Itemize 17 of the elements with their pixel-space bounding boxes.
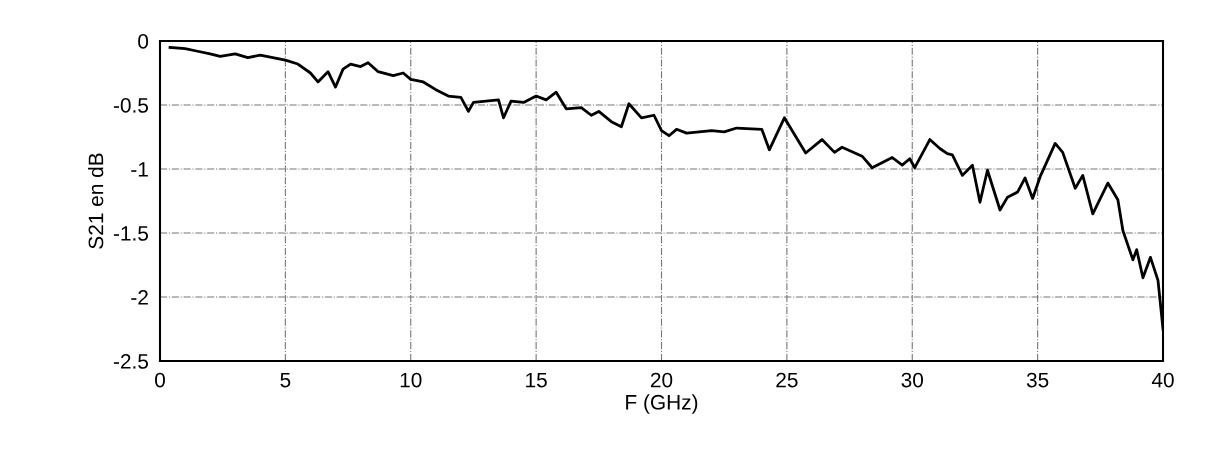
y-tick-label: 0: [138, 34, 149, 49]
x-tick-label: 15: [526, 372, 547, 388]
x-tick-label: 25: [776, 372, 798, 388]
x-tick-label: 35: [1026, 372, 1049, 388]
x-tick-label: 0: [155, 372, 165, 388]
y-tick-label: -1.5: [113, 226, 149, 241]
y-tick-label: -0.5: [113, 98, 149, 113]
x-tick-label: 30: [901, 372, 924, 388]
x-tick-label: 20: [650, 372, 673, 388]
x-axis-title: F (GHz): [626, 394, 698, 414]
y-axis-title: S21 en dB: [88, 153, 104, 249]
y-tick-label: -2.5: [113, 354, 149, 369]
y-tick-label: -2: [131, 290, 148, 305]
x-tick-label: 10: [400, 372, 422, 388]
y-tick-label: -1: [131, 162, 148, 177]
x-tick-label: 5: [280, 372, 291, 388]
x-tick-label: 40: [1151, 372, 1174, 388]
